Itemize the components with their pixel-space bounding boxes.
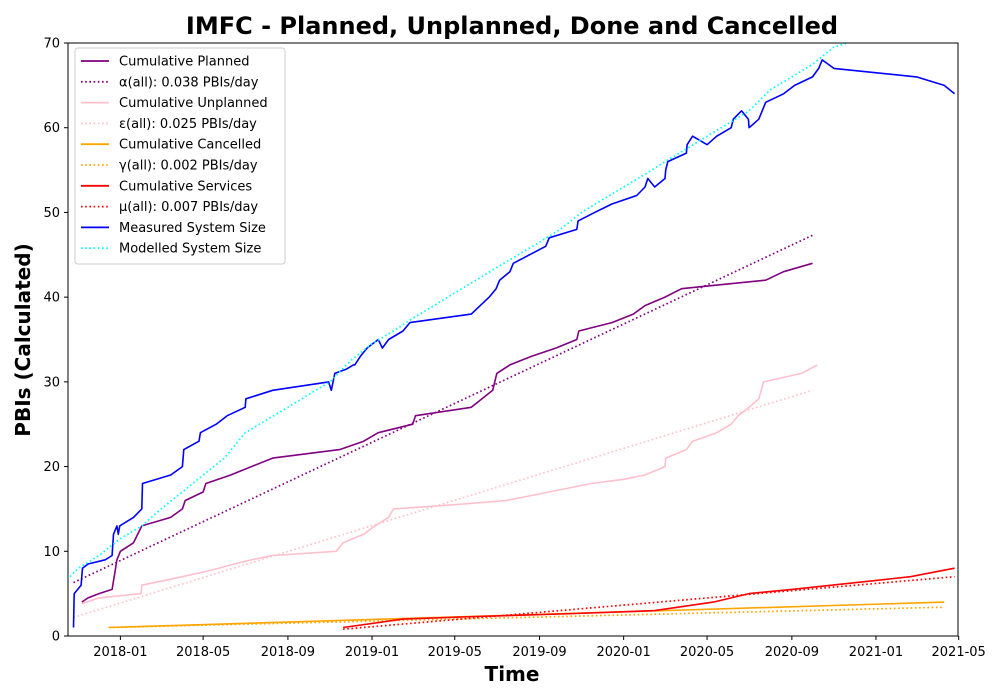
x-tick-label-9: 2021-01	[849, 645, 903, 660]
x-axis-label: Time	[485, 662, 540, 686]
series-line-5	[108, 606, 945, 629]
y-axis-label: PBIs (Calculated)	[11, 243, 35, 436]
series-line-7	[343, 575, 955, 631]
y-tick-label-0: 0	[52, 630, 60, 645]
x-tick-label-10: 2021-05	[932, 645, 986, 660]
legend-label-2: Cumulative Unplanned	[119, 96, 268, 111]
axes-layer: 2018-01 2018-05 2018-09 2019-01 2019-05 2019-…	[43, 37, 985, 661]
series-line-0	[81, 262, 813, 603]
y-tick-label-1: 10	[43, 545, 60, 560]
x-tick-label-3: 2019-01	[345, 645, 399, 660]
legend-label-4: Cumulative Cancelled	[119, 138, 261, 153]
y-tick-label-5: 50	[43, 206, 60, 221]
legend-label-6: Cumulative Services	[119, 179, 252, 194]
series-line-1	[73, 234, 813, 584]
x-tick-label-5: 2019-09	[512, 645, 566, 660]
series-line-3	[73, 389, 813, 619]
legend-label-5: γ(all): 0.002 PBIs/day	[119, 159, 258, 174]
x-tick-label-2: 2018-09	[261, 645, 315, 660]
legend-label-0: Cumulative Planned	[119, 55, 249, 70]
x-tick-label-6: 2020-01	[596, 645, 650, 660]
series-line-6	[342, 567, 955, 629]
legend: Cumulative Planned α(all): 0.038 PBIs/day…	[74, 47, 286, 265]
series-line-2	[81, 364, 818, 605]
series-line-9	[69, 43, 848, 578]
y-tick-label-4: 40	[43, 291, 60, 306]
x-tick-label-4: 2019-05	[428, 645, 482, 660]
plot-frame	[67, 42, 959, 637]
y-tick-label-6: 60	[43, 121, 60, 136]
chart-title: IMFC - Planned, Unplanned, Done and Canc…	[186, 12, 838, 40]
legend-label-8: Measured System Size	[119, 221, 266, 236]
series-line-8	[72, 59, 956, 628]
legend-box	[74, 47, 286, 265]
x-tick-label-1: 2018-05	[176, 645, 230, 660]
legend-label-7: μ(all): 0.007 PBIs/day	[119, 200, 258, 215]
y-tick-label-3: 30	[43, 375, 60, 390]
legend-label-1: α(all): 0.038 PBIs/day	[119, 75, 259, 90]
x-tick-label-0: 2018-01	[93, 645, 147, 660]
y-tick-label-7: 70	[43, 37, 60, 52]
series-layer	[69, 43, 956, 631]
legend-label-9: Modelled System Size	[119, 242, 261, 257]
x-tick-label-8: 2020-09	[765, 645, 819, 660]
x-tick-label-7: 2020-05	[680, 645, 734, 660]
y-tick-label-2: 20	[43, 460, 60, 475]
legend-label-3: ε(all): 0.025 PBIs/day	[119, 117, 257, 132]
